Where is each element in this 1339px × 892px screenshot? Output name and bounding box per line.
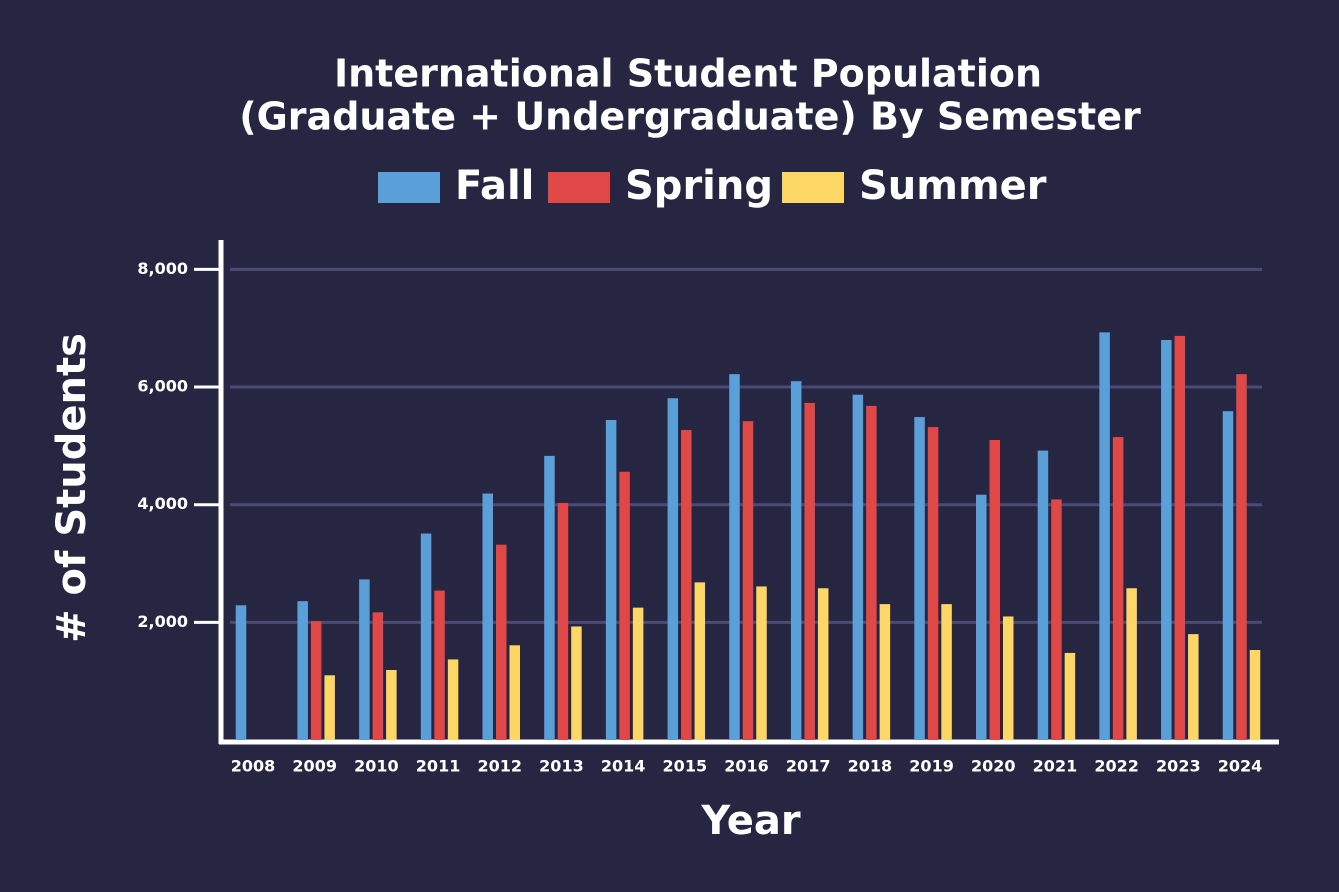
x-tick-label: 2019 — [909, 757, 954, 776]
bar — [544, 455, 555, 740]
bar — [1236, 374, 1247, 740]
bar — [571, 626, 582, 740]
bar — [1174, 335, 1186, 740]
bar — [729, 374, 740, 740]
x-tick-label: 2011 — [416, 757, 461, 776]
bar — [667, 398, 679, 740]
bar — [496, 544, 507, 740]
bar — [359, 579, 370, 740]
chart-title: International Student Population — [334, 52, 1042, 96]
x-tick-label: 2016 — [724, 757, 769, 776]
bar — [879, 604, 891, 740]
x-tick-label: 2014 — [601, 757, 646, 776]
y-tick-label: 8,000 — [137, 259, 188, 278]
y-tick-label: 2,000 — [137, 612, 188, 631]
bar — [605, 420, 617, 740]
x-axis-label: Year — [700, 798, 800, 844]
bar — [1222, 411, 1234, 740]
bar — [1112, 437, 1124, 740]
bar — [420, 533, 432, 740]
bar — [1188, 634, 1199, 740]
x-tick-label: 2015 — [663, 757, 708, 776]
bar — [482, 493, 493, 740]
legend-swatch — [548, 172, 610, 203]
x-tick-label: 2008 — [231, 757, 276, 776]
x-tick-label: 2010 — [354, 757, 399, 776]
bar — [632, 607, 644, 740]
x-tick-label: 2009 — [292, 757, 337, 776]
bar — [509, 645, 520, 740]
bar — [852, 394, 864, 740]
y-axis-label: # of Students — [49, 333, 95, 643]
legend-swatch — [782, 172, 844, 203]
x-tick-label: 2020 — [971, 757, 1016, 776]
bar — [372, 612, 384, 740]
bar — [866, 405, 877, 740]
y-tick-label: 6,000 — [137, 377, 188, 396]
bar — [756, 586, 767, 740]
bar — [817, 588, 829, 740]
bar — [310, 621, 322, 740]
x-tick-label: 2024 — [1218, 757, 1263, 776]
bar — [1161, 340, 1172, 740]
x-tick-label: 2021 — [1033, 757, 1078, 776]
chart-title: (Graduate + Undergraduate) By Semester — [239, 95, 1141, 139]
bar — [297, 601, 308, 740]
bar — [927, 427, 939, 740]
bar — [619, 471, 630, 740]
legend-label: Fall — [455, 163, 534, 209]
bar — [324, 675, 335, 740]
legend-swatch — [378, 172, 440, 203]
x-tick-label: 2018 — [848, 757, 893, 776]
bar — [557, 502, 569, 740]
bar — [1126, 588, 1137, 740]
bar — [694, 582, 706, 740]
bar — [1249, 650, 1261, 740]
bar — [235, 605, 247, 740]
bar — [976, 494, 987, 740]
x-tick-label: 2023 — [1156, 757, 1201, 776]
bar — [1099, 332, 1110, 740]
bar — [434, 590, 445, 740]
bar — [447, 659, 459, 740]
bar — [914, 417, 925, 740]
x-tick-label: 2013 — [539, 757, 584, 776]
bar — [742, 421, 754, 740]
bar — [681, 430, 692, 740]
legend-label: Spring — [625, 163, 773, 209]
bar — [1003, 616, 1014, 740]
legend-label: Summer — [859, 163, 1047, 209]
x-tick-label: 2012 — [477, 757, 522, 776]
bar — [989, 440, 1000, 740]
bar — [1051, 499, 1062, 740]
bar — [1037, 450, 1049, 740]
x-tick-label: 2022 — [1094, 757, 1139, 776]
bar — [804, 402, 815, 740]
y-tick-label: 4,000 — [137, 494, 188, 513]
bar — [941, 604, 952, 740]
x-tick-label: 2017 — [786, 757, 831, 776]
bar — [386, 670, 397, 740]
bar — [790, 381, 802, 740]
bar — [1064, 652, 1076, 740]
